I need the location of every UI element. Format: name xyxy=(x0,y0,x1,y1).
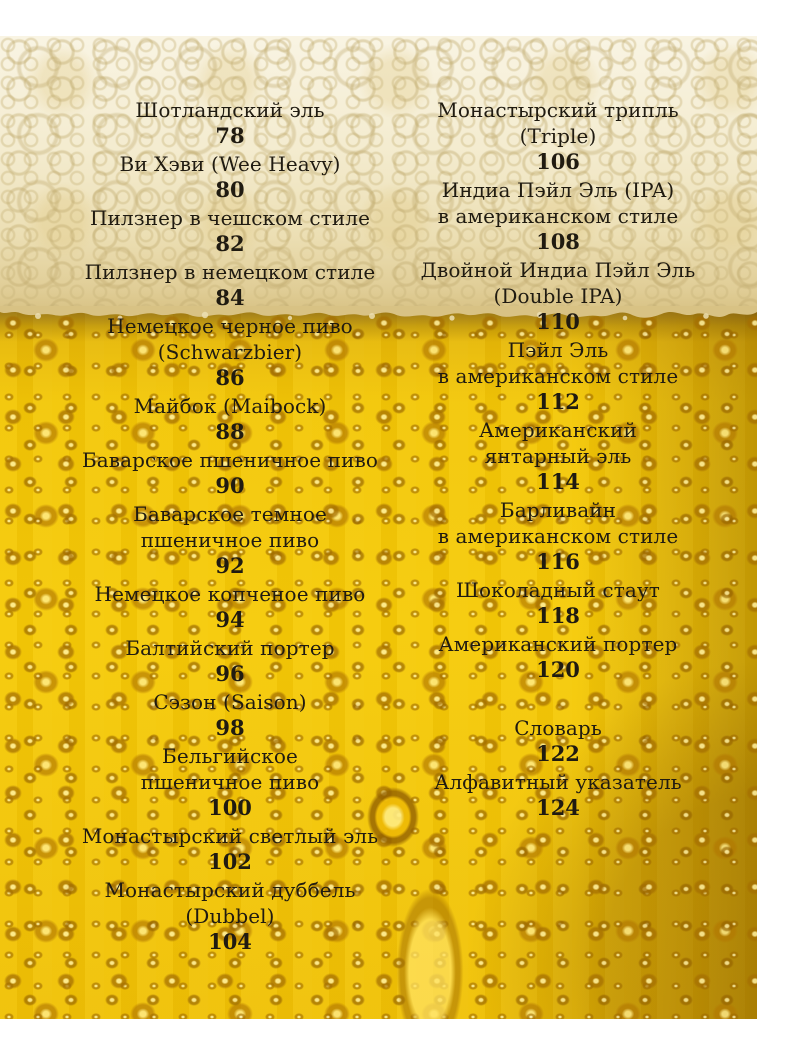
toc-entry-title: Пилзнер в немецком стиле xyxy=(84,260,376,284)
toc-entry-title: Алфавитный указатель xyxy=(434,770,682,794)
toc-entry-page-number: 108 xyxy=(536,229,580,254)
toc-entry: Пилзнер в немецком стиле 84 xyxy=(60,259,400,311)
toc-entry: Шотландский эль 78 xyxy=(60,97,400,149)
toc-entry-page-number: 106 xyxy=(536,149,580,174)
toc-entry: Ви Хэви (Wee Heavy) 80 xyxy=(60,151,400,203)
toc-entry: Немецкое копченое пиво 94 xyxy=(60,581,400,633)
toc-entry-page-number: 100 xyxy=(208,795,252,820)
toc-entry: Двойной Индиа Пэйл Эль (Double IPA) 110 xyxy=(400,257,716,335)
toc-entry-title: Барливайн в американском стиле xyxy=(437,498,679,548)
toc-entry: Монастырский трипль (Triple) 106 xyxy=(400,97,716,175)
toc-entry: Американский янтарный эль 114 xyxy=(400,417,716,495)
toc-entry-page-number: 110 xyxy=(536,309,580,334)
toc-entry-title: Ви Хэви (Wee Heavy) xyxy=(119,152,341,176)
toc-entry-page-number: 104 xyxy=(208,929,252,954)
toc-entry: Балтийский портер 96 xyxy=(60,635,400,687)
toc-entry: Баварское пшеничное пиво 90 xyxy=(60,447,400,499)
toc-entry-title: Баварское темное пшеничное пиво xyxy=(133,502,327,552)
toc-entry-title: Сэзон (Saison) xyxy=(153,690,307,714)
toc-entry: Сэзон (Saison) 98 xyxy=(60,689,400,741)
toc-entry-title: Балтийский портер xyxy=(125,636,335,660)
toc-entry: Индиа Пэйл Эль (IPA) в американском стил… xyxy=(400,177,716,255)
toc-entry-title: Пэйл Эль в американском стиле xyxy=(437,338,679,388)
toc-entry-title: Монастырский трипль (Triple) xyxy=(437,98,679,148)
toc-entry-title: Американский портер xyxy=(438,632,678,656)
toc-entry-title: Двойной Индиа Пэйл Эль (Double IPA) xyxy=(420,258,696,308)
beer-body xyxy=(0,312,757,1019)
toc-entry-title: Шоколадный стаут xyxy=(456,578,660,602)
toc-entry: Пилзнер в чешском стиле 82 xyxy=(60,205,400,257)
toc-entry: Майбок (Maibock) 88 xyxy=(60,393,400,445)
toc-entry-title: Американский янтарный эль xyxy=(479,418,637,468)
toc-entry-title: Индиа Пэйл Эль (IPA) в американском стил… xyxy=(437,178,679,228)
toc-entry-page-number: 98 xyxy=(215,715,245,740)
toc-entry-page-number: 92 xyxy=(215,553,245,578)
beer-foam xyxy=(0,36,757,312)
toc-entry: Монастырский светлый эль 102 xyxy=(60,823,400,875)
foam-edge xyxy=(0,306,757,321)
toc-entry-page-number: 86 xyxy=(215,365,245,390)
toc-entry-page-number: 116 xyxy=(536,549,580,574)
toc-entry-title: Шотландский эль xyxy=(135,98,325,122)
toc-column-right: Монастырский трипль (Triple) 106 Индиа П… xyxy=(400,97,716,823)
toc-entry-title: Пилзнер в чешском стиле xyxy=(89,206,371,230)
toc-entry-title: Бельгийское пшеничное пиво xyxy=(140,744,320,794)
toc-entry-page-number: 78 xyxy=(215,123,245,148)
toc-entry-title: Монастырский дуббель (Dubbel) xyxy=(104,878,356,928)
toc-entry-title: Немецкое копченое пиво xyxy=(94,582,366,606)
toc-entry-page-number: 114 xyxy=(536,469,580,494)
toc-entry-title: Немецкое черное пиво (Schwarzbier) xyxy=(107,314,353,364)
toc-entry: Шоколадный стаут 118 xyxy=(400,577,716,629)
toc-entry-page-number: 124 xyxy=(536,795,580,820)
toc-entry-title: Словарь xyxy=(514,716,602,740)
toc-entry-page-number: 94 xyxy=(215,607,245,632)
toc-entry-page-number: 102 xyxy=(208,849,252,874)
toc-entry-page-number: 88 xyxy=(215,419,245,444)
toc-entry: Монастырский дуббель (Dubbel) 104 xyxy=(60,877,400,955)
toc-entry-page-number: 96 xyxy=(215,661,245,686)
beer-photo-background xyxy=(0,36,757,1019)
toc-entry-page-number: 84 xyxy=(215,285,245,310)
toc-column-left: Шотландский эль 78 Ви Хэви (Wee Heavy) 8… xyxy=(60,97,400,957)
toc-entry: Барливайн в американском стиле 116 xyxy=(400,497,716,575)
toc-entry-page-number: 112 xyxy=(536,389,580,414)
toc-entry: Алфавитный указатель 124 xyxy=(400,769,716,821)
toc-entry-title: Монастырский светлый эль xyxy=(81,824,379,848)
toc-entry: Баварское темное пшеничное пиво 92 xyxy=(60,501,400,579)
toc-entry-title: Баварское пшеничное пиво xyxy=(81,448,379,472)
toc-entry-page-number: 120 xyxy=(536,657,580,682)
toc-entry-page-number: 118 xyxy=(536,603,580,628)
toc-entry-page-number: 82 xyxy=(215,231,245,256)
toc-entry-page-number: 80 xyxy=(215,177,245,202)
toc-entry: Словарь 122 xyxy=(400,715,716,767)
toc-entry-page-number: 122 xyxy=(536,741,580,766)
toc-entry: Немецкое черное пиво (Schwarzbier) 86 xyxy=(60,313,400,391)
toc-entry-title: Майбок (Maibock) xyxy=(133,394,327,418)
toc-entry-page-number: 90 xyxy=(215,473,245,498)
toc-entry: Бельгийское пшеничное пиво 100 xyxy=(60,743,400,821)
toc-entry: Американский портер 120 xyxy=(400,631,716,683)
toc-entry: Пэйл Эль в американском стиле 112 xyxy=(400,337,716,415)
